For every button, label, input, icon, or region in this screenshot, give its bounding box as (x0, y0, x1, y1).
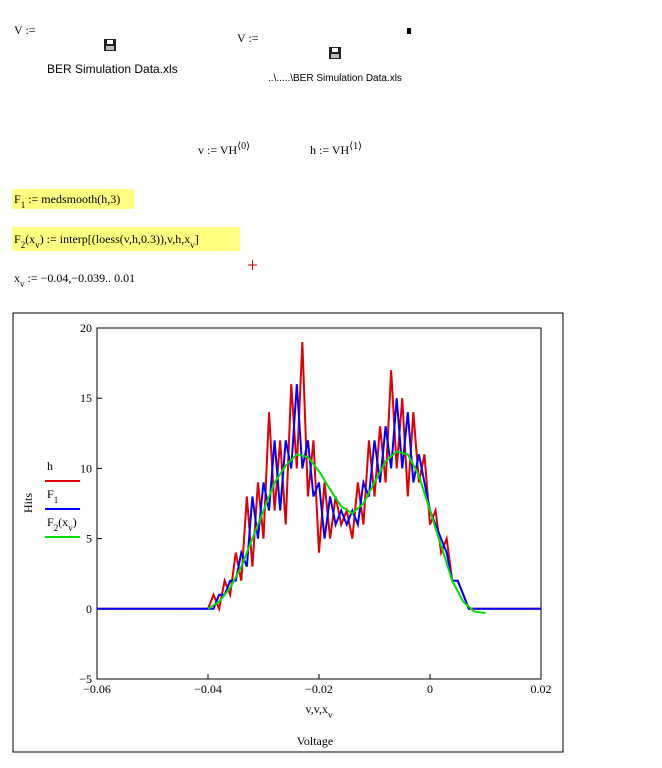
x-axis-title: Voltage (297, 734, 333, 748)
assign-lhs: V := (237, 31, 259, 45)
y-tick-label: 0 (86, 602, 92, 616)
y-tick-label: 20 (80, 321, 92, 335)
text-part: := −0.04,−0.039.. 0.01 (25, 271, 136, 285)
red-cross (248, 260, 257, 270)
text-part: 2 (54, 523, 59, 533)
x-tick-label: −0.02 (305, 682, 333, 696)
series-line (207, 450, 486, 615)
text-part: ) (73, 515, 77, 529)
legend-label: h (47, 459, 53, 473)
definition: h := VH⟨1⟩ (310, 141, 362, 158)
text-part: v (328, 710, 333, 720)
highlight (12, 227, 240, 251)
y-tick-label: 15 (80, 391, 92, 405)
text-part: F (47, 515, 54, 529)
chart-frame (12, 312, 564, 753)
y-axis-label: Hits (21, 493, 35, 513)
text-part: h (47, 459, 53, 473)
y-tick-label: −5 (79, 672, 92, 686)
x-tick-label: −0.06 (83, 682, 111, 696)
text-part: v (190, 240, 195, 250)
series-line (97, 341, 541, 613)
text-part: v (20, 279, 25, 289)
x-tick-label: 0 (427, 682, 433, 696)
file-icon (329, 47, 341, 59)
text-part: v (35, 240, 40, 250)
text-part: v := VH (198, 143, 238, 157)
text-part: 1 (21, 200, 26, 210)
highlight (12, 189, 134, 209)
text-part: ) := interp[(loess(v,h,0.3)),v,h,x (40, 232, 191, 246)
assign-lhs: V := (14, 23, 36, 37)
legend-label: F1 (47, 487, 58, 505)
text-part: ⟨1⟩ (349, 141, 362, 152)
text-part: x (14, 271, 20, 285)
text-part: ] (195, 232, 199, 246)
text-part: v,v,x (306, 702, 328, 716)
plot-area (96, 327, 542, 680)
text-part: F (47, 487, 54, 501)
file-icon (104, 39, 116, 51)
legend-label: F2(xv) (47, 515, 77, 533)
definition: F2(xv) := interp[(loess(v,h,0.3)),v,h,xv… (14, 232, 199, 250)
file-name: BER Simulation Data.xls (47, 62, 178, 76)
x-axis-label: v,v,xv (306, 702, 333, 720)
text-part: (x (58, 515, 68, 529)
definition: F1 := medsmooth(h,3) (14, 192, 120, 210)
text-part: ⟨0⟩ (237, 141, 250, 152)
text-part: 2 (21, 240, 26, 250)
text-part: 1 (54, 495, 59, 505)
y-tick-label: 5 (86, 532, 92, 546)
text-part: F (14, 192, 21, 206)
y-tick-label: 10 (80, 461, 92, 475)
text-part: := medsmooth(h,3) (25, 192, 120, 206)
series-line (97, 384, 541, 610)
x-tick-label: −0.04 (194, 682, 222, 696)
x-tick-label: 0.02 (531, 682, 552, 696)
text-part: v (68, 523, 73, 533)
text-part: F (14, 232, 21, 246)
definition: xv := −0.04,−0.039.. 0.01 (14, 271, 135, 289)
cursor-mark (407, 28, 411, 34)
text-part: h := VH (310, 143, 350, 157)
definition: v := VH⟨0⟩ (198, 141, 250, 158)
file-path: ..\.....\BER Simulation Data.xls (268, 73, 402, 84)
text-part: (x (25, 232, 35, 246)
